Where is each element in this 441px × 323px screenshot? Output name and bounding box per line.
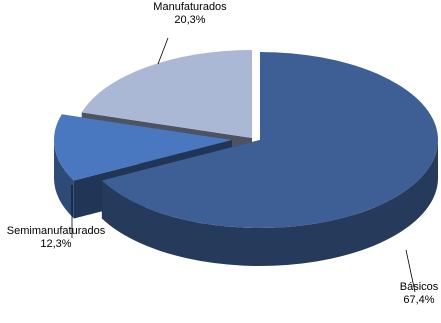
slice-name: Semimanufaturados xyxy=(7,225,106,237)
slices-layer xyxy=(54,50,439,267)
leader-line xyxy=(405,249,416,293)
slice-name: Básicos xyxy=(400,281,439,293)
leader-line xyxy=(157,37,169,65)
slice-value: 12,3% xyxy=(40,238,71,250)
slice-top xyxy=(81,50,252,138)
pie-slice-básicos xyxy=(101,52,439,267)
slice-top xyxy=(101,52,439,228)
slice-value: 67,4% xyxy=(403,294,434,306)
slice-side xyxy=(101,140,438,267)
slice-name: Manufaturados xyxy=(153,1,227,13)
slice-top xyxy=(54,114,232,181)
slice-side xyxy=(54,140,74,219)
slice-value: 20,3% xyxy=(174,14,205,26)
